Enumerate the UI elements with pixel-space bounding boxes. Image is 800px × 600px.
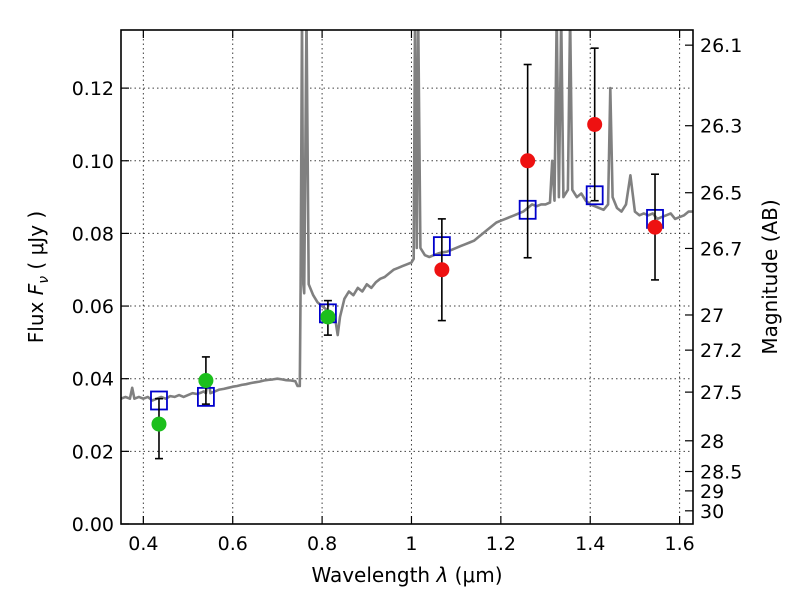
x-tick-label: 1.6	[664, 533, 694, 555]
y-tick-label: 0.00	[72, 514, 114, 536]
model-spectrum-line	[121, 30, 693, 402]
x-tick-label: 1.2	[486, 533, 516, 555]
observed-flux-point	[434, 262, 450, 278]
observed-flux-point	[520, 153, 536, 169]
magnitude-tick-label: 28.5	[700, 461, 742, 483]
magnitude-tick-label: 29	[700, 481, 724, 503]
magnitude-tick-label: 30	[700, 501, 724, 523]
spectrum-layer	[121, 30, 693, 402]
y-tick-label: 0.02	[72, 441, 114, 463]
right-axis-label: Magnitude (AB)	[758, 199, 782, 354]
plot-frame	[120, 29, 694, 525]
grid-lines	[121, 30, 693, 524]
y-tick-label: 0.12	[72, 78, 114, 100]
magnitude-tick-label: 27.2	[700, 340, 742, 362]
observed-flux-point	[151, 416, 167, 432]
observed-flux-point	[647, 219, 663, 235]
magnitude-tick-label: 28	[700, 431, 724, 453]
axes-layer: 0.4 0.6 0.8 1 1.2 1.4 1.6 0.00 0.02 0.04 0.06 0.08 0…	[72, 30, 742, 555]
x-tick-label: 0.8	[307, 533, 337, 555]
magnitude-tick-label: 26.3	[700, 116, 742, 138]
observed-flux-point	[587, 116, 603, 132]
magnitude-tick-label: 26.7	[700, 238, 742, 260]
y-tick-label: 0.04	[72, 369, 114, 391]
x-axis-label: Wavelength λ (μm)	[311, 563, 502, 587]
x-tick-label: 1	[405, 533, 417, 555]
magnitude-tick-label: 27	[700, 305, 724, 327]
y-tick-label: 0.08	[72, 223, 114, 245]
x-tick-label: 1.4	[575, 533, 605, 555]
y-tick-label: 0.06	[72, 296, 114, 318]
x-tick-label: 0.6	[218, 533, 248, 555]
observed-flux-point	[320, 309, 336, 325]
y-axis-label: Flux Fν ( μJy )	[24, 211, 52, 343]
y-tick-label: 0.10	[72, 151, 114, 173]
magnitude-tick-label: 26.1	[700, 35, 742, 57]
observed-flux-point	[198, 373, 214, 389]
x-tick-label: 0.4	[128, 533, 158, 555]
magnitude-tick-label: 26.5	[700, 183, 742, 205]
magnitude-tick-label: 27.5	[700, 382, 742, 404]
points-layer	[150, 47, 664, 460]
